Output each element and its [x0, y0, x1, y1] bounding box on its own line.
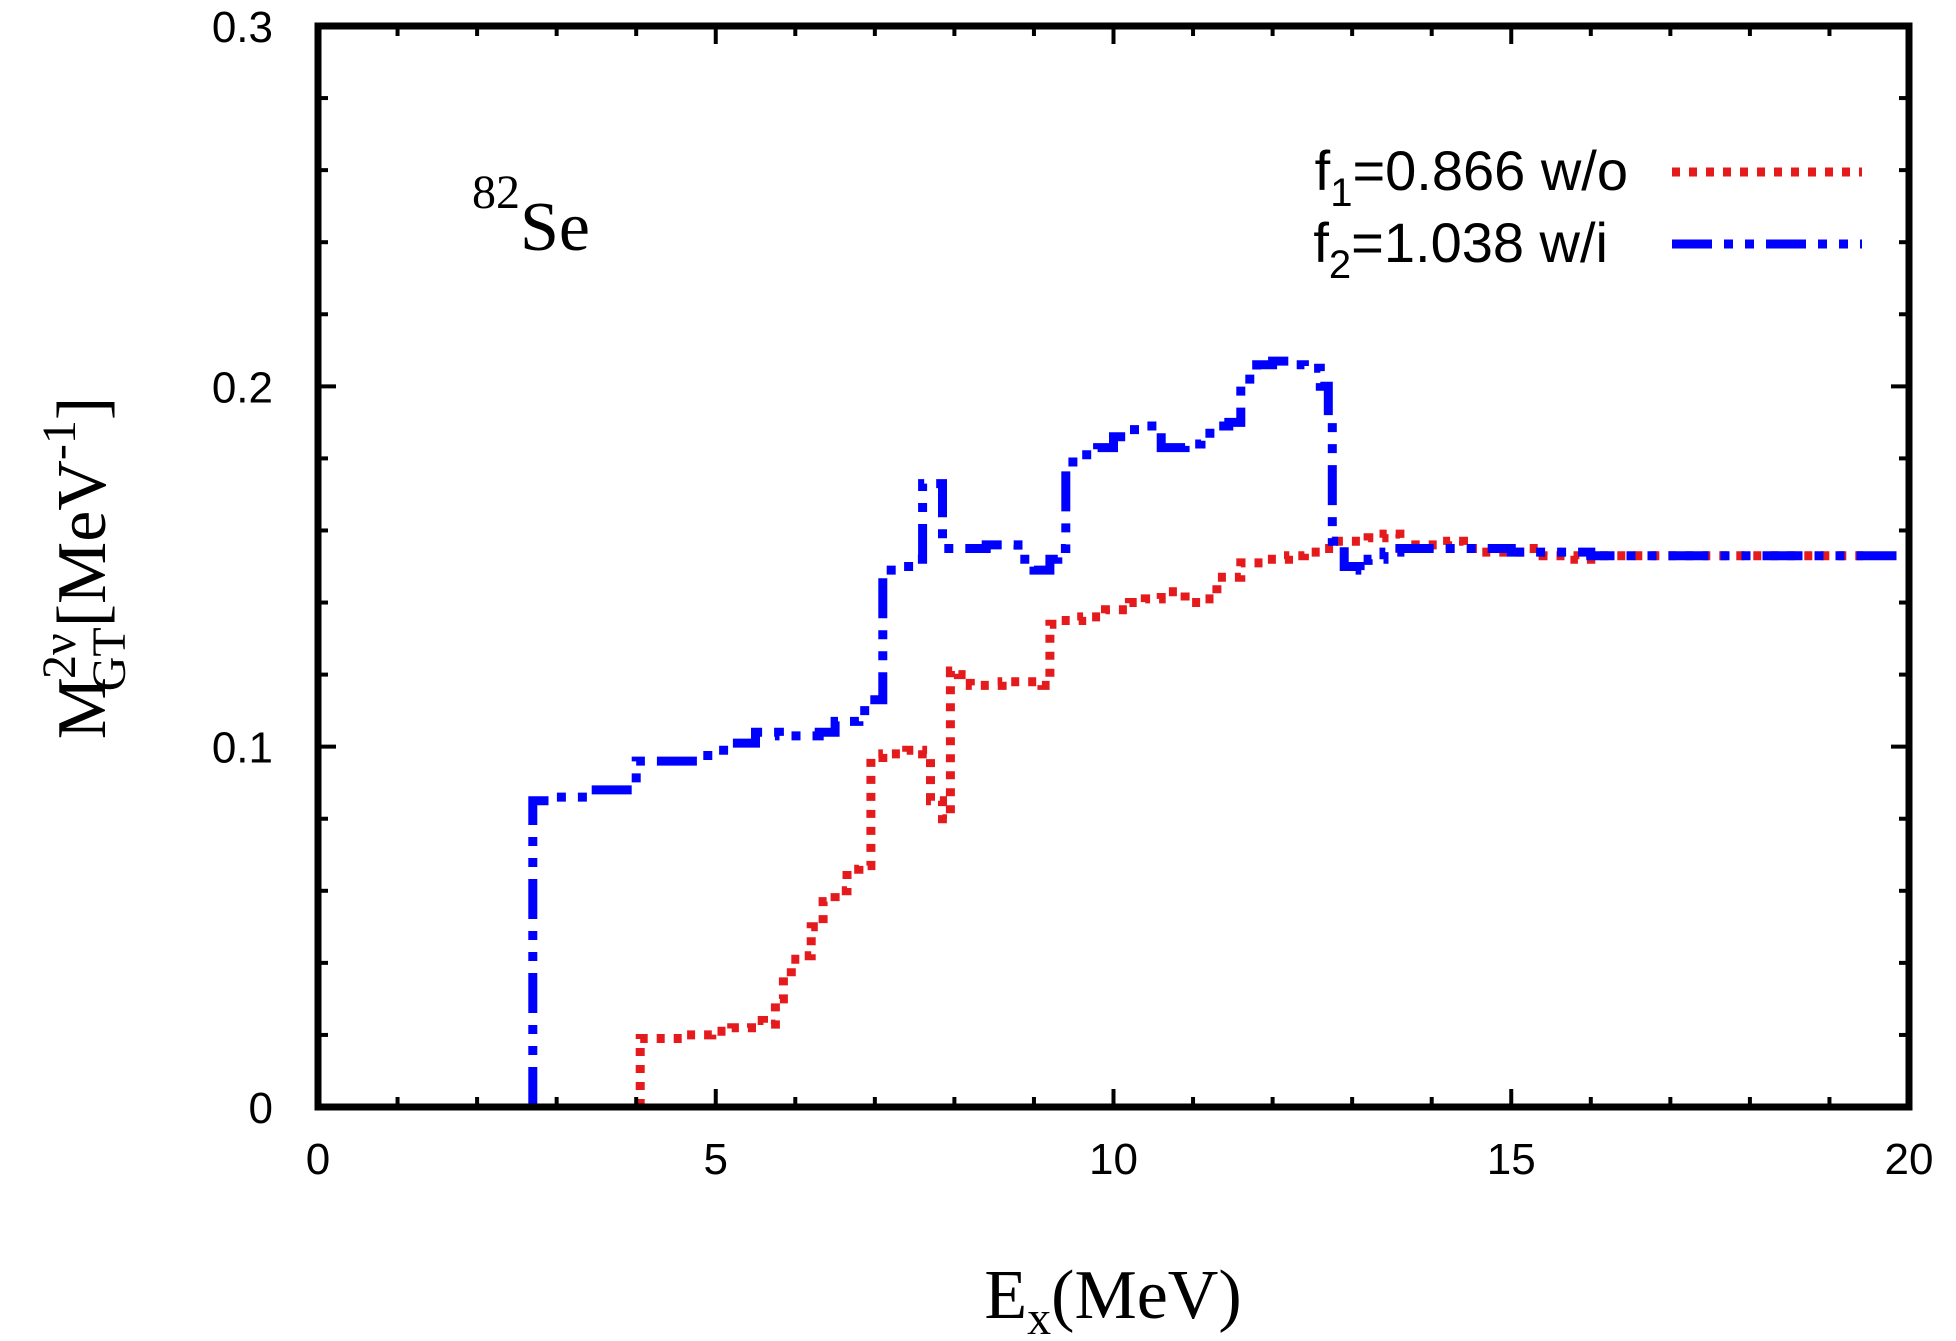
- series-line-1: [635, 529, 1870, 1107]
- y-axis-label-sub: GT: [83, 627, 136, 691]
- y-tick-label: 0.1: [212, 724, 273, 773]
- series-layer: [528, 356, 1909, 1107]
- x-tick-label: 15: [1487, 1135, 1536, 1184]
- legend: f1=0.866 w/o f2=1.038 w/i: [1313, 139, 1862, 287]
- annotation-element: Se: [520, 189, 590, 266]
- y-axis-label: M2νGT[MeV-1]: [33, 397, 136, 739]
- legend-1-rest: =0.866 w/o: [1352, 139, 1628, 202]
- legend-label-2: f2=1.038 w/i: [1313, 211, 1608, 287]
- x-axis-label-main: E: [984, 1257, 1027, 1334]
- x-axis-label-unit: (MeV): [1051, 1257, 1241, 1334]
- x-tick-label: 0: [306, 1135, 330, 1184]
- y-axis-label-unit-sup: -1: [33, 420, 86, 460]
- legend-2-sub: 2: [1329, 243, 1351, 287]
- x-axis-label: Ex(MeV): [984, 1257, 1241, 1341]
- x-tick-label: 10: [1089, 1135, 1138, 1184]
- y-tick-label: 0: [249, 1084, 273, 1133]
- legend-label-1: f1=0.866 w/o: [1315, 139, 1628, 215]
- tick-labels: 0 5 10 15 20 0 0.1 0.2 0.3: [212, 3, 1934, 1184]
- y-axis-label-unit-pre: [MeV: [44, 460, 121, 627]
- series-line-2: [528, 356, 1909, 1107]
- plot-frame: [314, 22, 1913, 1111]
- legend-1-main: f: [1315, 139, 1331, 202]
- y-tick-label: 0.3: [212, 3, 273, 52]
- y-axis-label-main: M: [44, 677, 121, 739]
- x-axis-label-sub: x: [1027, 1292, 1051, 1341]
- y-tick-label: 0.2: [212, 363, 273, 412]
- y-axis-label-unit-post: ]: [44, 397, 121, 420]
- nucleus-annotation: 82Se: [472, 166, 590, 266]
- x-tick-label: 5: [704, 1135, 728, 1184]
- annotation-mass-number: 82: [472, 166, 520, 219]
- x-tick-label: 20: [1885, 1135, 1934, 1184]
- y-axis-label-sup: 2ν: [33, 633, 86, 679]
- legend-1-sub: 1: [1330, 171, 1352, 215]
- legend-2-main: f: [1313, 211, 1329, 274]
- legend-2-rest: =1.038 w/i: [1351, 211, 1608, 274]
